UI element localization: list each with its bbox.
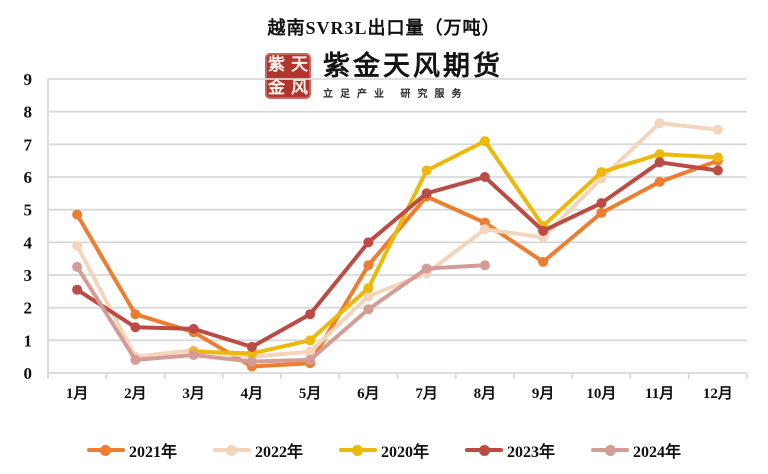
data-point-2022年: [654, 118, 665, 129]
data-point-2020年: [596, 167, 607, 178]
data-point-2024年: [246, 356, 257, 367]
x-tick-label: 5月: [299, 385, 322, 402]
series-line-2022年: [75, 121, 720, 359]
data-point-2022年: [479, 224, 490, 235]
legend-label: 2024年: [633, 444, 682, 461]
legend-item-2021: 2021年: [86, 438, 177, 462]
x-tick-label: 11月: [645, 385, 674, 402]
x-tick-label: 2月: [124, 385, 147, 402]
legend-swatch-2023: [465, 444, 503, 456]
data-point-2024年: [305, 354, 316, 365]
series-line-2020年: [191, 139, 720, 356]
data-point-2024年: [188, 350, 199, 361]
data-point-2024年: [72, 261, 83, 272]
data-point-2022年: [72, 240, 83, 251]
data-point-2020年: [305, 335, 316, 346]
y-tick-label: 0: [24, 364, 33, 383]
y-tick-label: 4: [24, 233, 33, 252]
legend-swatch-2024: [591, 444, 630, 456]
y-tick-label: 6: [24, 168, 33, 187]
legend-label: 2023年: [507, 444, 556, 461]
legend-item-2023: 2023年: [465, 438, 555, 462]
y-tick-label: 9: [24, 70, 33, 89]
data-point-2024年: [421, 263, 432, 274]
chart-title: 越南SVR3L出口量（万吨）: [267, 18, 501, 38]
series-line-2024年: [75, 263, 487, 364]
data-point-2023年: [246, 341, 257, 352]
data-point-2021年: [72, 209, 83, 220]
data-point-2020年: [421, 165, 432, 176]
legend-item-2020: 2020年: [338, 438, 429, 462]
data-point-2022年: [305, 346, 316, 357]
x-tick-label: 10月: [586, 385, 616, 402]
data-point-2023年: [305, 309, 316, 320]
data-point-2023年: [363, 237, 374, 248]
data-point-2021年: [654, 176, 665, 187]
data-point-2021年: [538, 256, 549, 267]
data-point-2024年: [363, 304, 374, 315]
x-tick-label: 4月: [241, 385, 264, 402]
x-tick-label: 9月: [532, 385, 555, 402]
data-point-2023年: [538, 225, 549, 236]
data-point-2023年: [712, 165, 723, 176]
legend-label: 2021年: [128, 444, 177, 461]
x-tick-label: 3月: [182, 385, 205, 402]
data-point-2022年: [712, 124, 723, 135]
series-line-2021年: [75, 158, 720, 369]
data-point-2024年: [479, 260, 490, 271]
x-tick-label: 1月: [66, 385, 89, 402]
data-point-2024年: [130, 354, 141, 365]
data-point-2023年: [479, 172, 490, 182]
data-point-2023年: [596, 198, 607, 209]
legend-item-2022: 2022年: [212, 438, 303, 462]
data-point-2020年: [363, 283, 374, 294]
data-point-2020年: [479, 136, 490, 147]
data-point-2023年: [654, 157, 665, 168]
data-point-2021年: [130, 309, 141, 320]
data-point-2021年: [596, 207, 607, 218]
y-tick-label: 2: [24, 299, 33, 318]
data-point-2023年: [72, 284, 83, 295]
y-tick-label: 1: [24, 331, 33, 350]
y-tick-label: 3: [24, 266, 33, 285]
y-tick-label: 5: [24, 201, 33, 220]
x-tick-label: 12月: [703, 385, 733, 402]
chart-legend: 2021年 2022年 2020年 2023年 2024年: [0, 438, 768, 462]
legend-swatch-2020: [338, 444, 377, 456]
y-tick-label: 7: [24, 135, 33, 154]
x-tick-label: 8月: [474, 385, 497, 402]
data-point-2022年: [363, 291, 374, 302]
data-point-2023年: [421, 188, 432, 199]
data-point-2020年: [654, 149, 665, 160]
data-point-2023年: [188, 323, 199, 334]
legend-item-2024: 2024年: [591, 438, 681, 462]
y-tick-label: 8: [24, 103, 33, 122]
data-point-2023年: [130, 322, 141, 333]
x-tick-label: 7月: [415, 385, 438, 402]
legend-label: 2022年: [254, 444, 303, 461]
legend-swatch-2021: [86, 444, 125, 456]
series-line-2023年: [75, 160, 720, 349]
x-tick-label: 6月: [357, 385, 380, 402]
legend-swatch-2022: [212, 444, 251, 456]
data-point-2021年: [363, 260, 374, 271]
legend-label: 2020年: [380, 444, 429, 461]
data-point-2020年: [712, 152, 723, 163]
